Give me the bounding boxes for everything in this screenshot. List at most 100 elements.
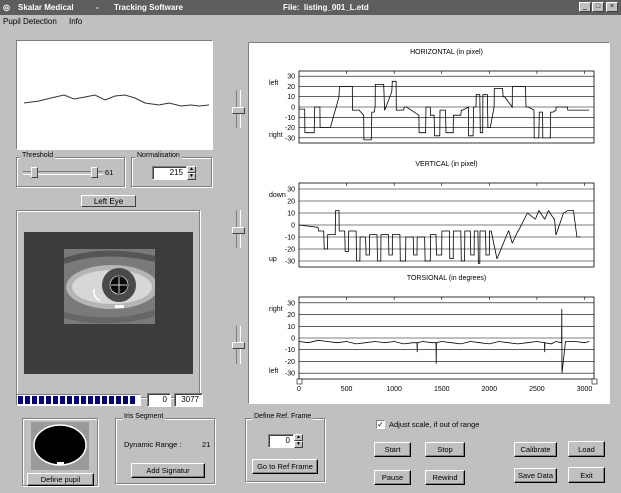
progress-block xyxy=(116,396,121,404)
direction-label-top: down xyxy=(269,192,286,199)
scroll-marker-left xyxy=(296,378,303,385)
menu-pupil-detection[interactable]: Pupil Detection xyxy=(3,17,57,26)
torsional-scale-slider-thumb[interactable] xyxy=(232,342,245,349)
direction-label-bottom: up xyxy=(269,256,277,263)
y-tick-label: 0 xyxy=(291,105,295,112)
chart-title: VERTICAL (in pixel) xyxy=(415,161,477,168)
x-tick-label: 2500 xyxy=(529,386,545,393)
progress-start-field: 0 xyxy=(147,393,171,407)
progress-end-field: 3077 xyxy=(174,393,203,407)
title-bar: ◎ Skalar Medical - Tracking Software Fil… xyxy=(0,0,621,15)
y-tick-label: -10 xyxy=(285,115,295,122)
dynamic-range-value: 21 xyxy=(202,440,211,449)
y-tick-label: -20 xyxy=(285,125,295,132)
iris-segment-group: Iris Segment Dynamic Range : 21 Add Sign… xyxy=(115,413,215,484)
progress-block xyxy=(32,396,37,404)
direction-label-top: left xyxy=(269,80,278,87)
add-signatur-button[interactable]: Add Signatur xyxy=(131,463,205,478)
y-tick-label: -10 xyxy=(285,347,295,354)
y-tick-label: 20 xyxy=(287,199,295,206)
y-tick-label: -20 xyxy=(285,247,295,254)
save-data-button[interactable]: Save Data xyxy=(514,468,557,483)
pause-button[interactable]: Pause xyxy=(374,470,411,485)
threshold-slider-thumb[interactable] xyxy=(31,167,38,178)
menu-info[interactable]: Info xyxy=(69,17,83,26)
y-tick-label: 10 xyxy=(287,211,295,218)
direction-label-bottom: left xyxy=(269,368,278,375)
go-to-ref-frame-button[interactable]: Go to Ref Frame xyxy=(252,459,318,474)
minimize-button[interactable]: _ xyxy=(579,2,591,12)
progress-block xyxy=(25,396,30,404)
ref-frame-up-arrow[interactable]: ▲ xyxy=(294,434,303,441)
progress-block xyxy=(95,396,100,404)
series-line xyxy=(299,80,590,141)
x-tick-label: 500 xyxy=(341,386,353,393)
charts-svg: HORIZONTAL (in pixel) 30 20 10 0 -10 -20 -30 lef… xyxy=(269,49,598,393)
progress-block xyxy=(60,396,65,404)
ref-frame-label: Define Ref. Frame xyxy=(252,413,314,420)
vertical-scale-slider-thumb[interactable] xyxy=(232,227,245,234)
close-button[interactable]: × xyxy=(606,2,618,12)
calibrate-button[interactable]: Calibrate xyxy=(514,442,557,457)
load-button[interactable]: Load xyxy=(568,441,605,457)
progress-block xyxy=(39,396,44,404)
ref-frame-field[interactable]: 0 xyxy=(268,434,294,448)
progress-block xyxy=(88,396,93,404)
intensity-profile-graph xyxy=(23,94,210,107)
y-tick-label: 10 xyxy=(287,324,295,331)
progress-block xyxy=(46,396,51,404)
exit-button[interactable]: Exit xyxy=(568,467,605,483)
y-tick-label: 30 xyxy=(287,300,295,307)
app-name: Skalar Medical xyxy=(18,3,74,12)
progress-block xyxy=(74,396,79,404)
rewind-button[interactable]: Rewind xyxy=(425,470,465,485)
progress-block xyxy=(67,396,72,404)
series-line xyxy=(298,210,581,264)
adjust-scale-label: Adjust scale, if out of range xyxy=(389,420,480,429)
y-tick-label: 0 xyxy=(291,223,295,230)
progress-block xyxy=(109,396,114,404)
progress-block xyxy=(102,396,107,404)
intensity-profile-line xyxy=(23,94,210,107)
ref-frame-down-arrow[interactable]: ▼ xyxy=(294,441,303,448)
y-tick-label: -10 xyxy=(285,235,295,242)
x-tick-label: 1000 xyxy=(386,386,402,393)
start-button[interactable]: Start xyxy=(374,442,411,457)
y-tick-label: 20 xyxy=(287,312,295,319)
maximize-button[interactable]: □ xyxy=(592,2,604,12)
x-tick-label: 0 xyxy=(297,386,301,393)
x-tick-label: 2000 xyxy=(482,386,498,393)
ref-frame-group: Define Ref. Frame 0 ▲ ▼ Go to Ref Frame xyxy=(245,413,325,482)
y-tick-label: 0 xyxy=(291,336,295,343)
normalisation-label: Normalisation xyxy=(135,152,182,159)
normalisation-up-arrow[interactable]: ▲ xyxy=(187,166,196,173)
file-name: File: listing_001_L.etd xyxy=(283,3,369,12)
y-tick-label: 10 xyxy=(287,94,295,101)
y-tick-label: -20 xyxy=(285,359,295,366)
eye-image-group xyxy=(16,210,200,398)
eye-illustration xyxy=(64,250,155,324)
pupil-preview-group: Define pupil xyxy=(22,418,98,486)
iris-segment-label: Iris Segment xyxy=(122,413,166,420)
progress-block xyxy=(123,396,128,404)
normalisation-field[interactable]: 215 xyxy=(152,166,187,180)
progress-blocks xyxy=(18,396,139,404)
adjust-scale-checkbox[interactable]: ✓ xyxy=(376,420,385,429)
app-icon: ◎ xyxy=(3,3,10,12)
series-line xyxy=(298,308,590,374)
eye-image xyxy=(64,249,155,324)
define-pupil-button[interactable]: Define pupil xyxy=(27,473,94,486)
direction-label-bottom: right xyxy=(269,132,283,139)
y-tick-label: -30 xyxy=(285,135,295,142)
normalisation-down-arrow[interactable]: ▼ xyxy=(187,173,196,180)
y-tick-label: -30 xyxy=(285,371,295,378)
direction-label-top: right xyxy=(269,306,283,313)
horizontal-scale-slider-thumb[interactable] xyxy=(232,107,245,114)
progress-block xyxy=(53,396,58,404)
threshold-value: 61 xyxy=(105,168,114,177)
menu-bar: Pupil Detection Info xyxy=(0,15,621,28)
threshold-slider-track[interactable] xyxy=(23,171,103,175)
threshold-slider-thumb-2[interactable] xyxy=(91,167,98,178)
pupil-mask-illustration xyxy=(31,422,89,470)
stop-button[interactable]: Stop xyxy=(425,442,465,457)
